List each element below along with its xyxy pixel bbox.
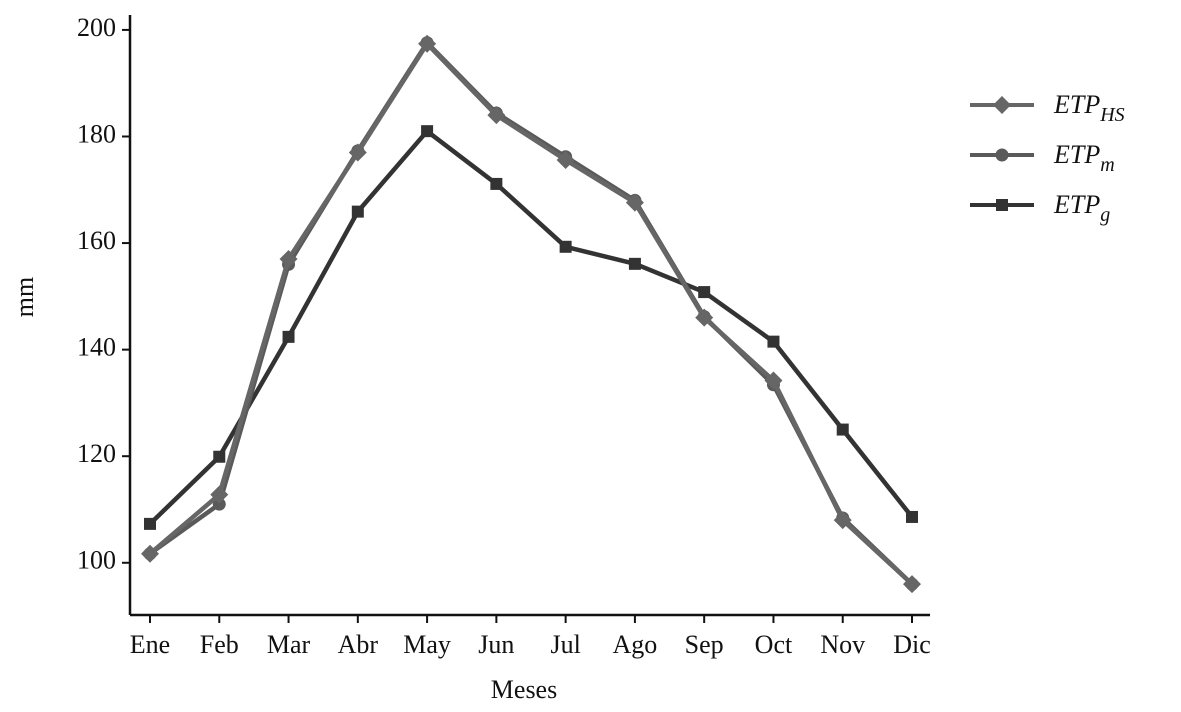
point bbox=[279, 250, 298, 269]
x-tick-label: Sep bbox=[685, 630, 724, 659]
y-tick-label: 140 bbox=[77, 333, 116, 362]
point bbox=[421, 125, 434, 138]
x-tick-label: May bbox=[403, 630, 451, 659]
point bbox=[764, 371, 783, 390]
point bbox=[213, 450, 226, 463]
point bbox=[144, 517, 156, 530]
x-tick-label: Oct bbox=[755, 630, 793, 659]
x-tick-label: Abr bbox=[338, 630, 379, 659]
point bbox=[418, 34, 437, 53]
point bbox=[487, 106, 506, 125]
legend-label: ETPg bbox=[1053, 190, 1110, 226]
legend-marker bbox=[996, 199, 1008, 211]
legend-label: ETPHS bbox=[1053, 90, 1125, 126]
series-line bbox=[148, 128, 914, 526]
point bbox=[556, 150, 575, 169]
x-tick-label: Ago bbox=[613, 630, 658, 659]
point bbox=[490, 177, 503, 190]
point bbox=[698, 286, 711, 299]
y-tick-label: 120 bbox=[77, 439, 116, 468]
x-tick-label: Mar bbox=[267, 630, 311, 659]
point bbox=[282, 330, 295, 343]
legend-marker bbox=[995, 148, 1009, 162]
y-tick-label: 200 bbox=[77, 13, 116, 42]
point bbox=[141, 544, 159, 563]
x-tick-label: Nov bbox=[820, 630, 865, 659]
legend-label: ETPm bbox=[1053, 140, 1115, 176]
point bbox=[559, 240, 572, 253]
x-tick-label: Jun bbox=[478, 630, 514, 659]
point bbox=[628, 257, 641, 270]
legend-marker bbox=[993, 96, 1011, 114]
point bbox=[210, 485, 229, 504]
x-tick-label: Ene bbox=[130, 630, 170, 659]
x-axis-title: Meses bbox=[491, 675, 557, 704]
x-tick-label: Feb bbox=[200, 630, 239, 659]
x-tick-label: Jul bbox=[550, 630, 580, 659]
y-tick-label: 180 bbox=[77, 119, 116, 148]
point bbox=[836, 423, 849, 436]
series-line bbox=[148, 41, 914, 586]
point bbox=[906, 510, 918, 523]
point bbox=[212, 497, 226, 511]
point bbox=[903, 575, 921, 594]
point bbox=[351, 205, 364, 218]
point bbox=[695, 308, 714, 327]
point bbox=[767, 335, 780, 348]
point bbox=[625, 193, 644, 212]
point bbox=[833, 511, 852, 530]
y-tick-label: 100 bbox=[77, 546, 116, 575]
point bbox=[348, 143, 367, 162]
y-axis-title: mm bbox=[10, 277, 39, 317]
series-line bbox=[148, 40, 914, 586]
x-tick-label: Dic bbox=[893, 630, 931, 659]
y-tick-label: 160 bbox=[77, 226, 116, 255]
